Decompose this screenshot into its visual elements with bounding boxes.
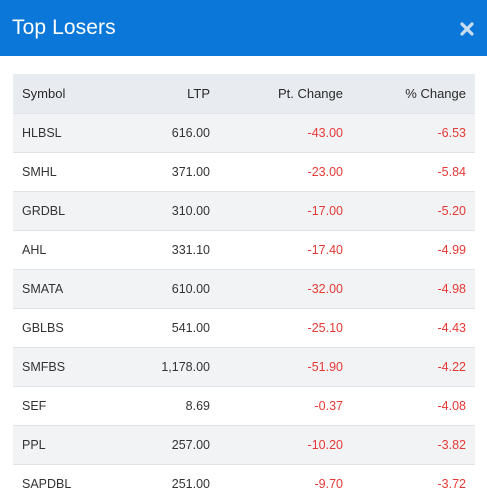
ltp-cell: 371.00 — [171, 164, 210, 179]
pt-change-cell: -23.00 — [307, 164, 343, 179]
column-header-pt-change[interactable]: Pt. Change — [277, 85, 343, 101]
close-icon — [460, 22, 474, 36]
table-row[interactable]: PPL 257.00 -10.20 -3.82 — [13, 425, 475, 464]
column-header-pct-change[interactable]: % Change — [405, 85, 466, 101]
pct-change-cell: -5.20 — [437, 203, 467, 218]
pt-change-cell: -43.00 — [307, 125, 343, 140]
pt-change-cell: -0.37 — [314, 398, 344, 413]
modal-header: Top Losers — [0, 0, 487, 56]
table-row[interactable]: AHL 331.10 -17.40 -4.99 — [13, 230, 475, 269]
symbol-cell[interactable]: SMATA — [22, 281, 64, 296]
symbol-cell[interactable]: SMHL — [22, 164, 57, 179]
close-button[interactable] — [457, 19, 477, 39]
table-row[interactable]: SEF 8.69 -0.37 -4.08 — [13, 386, 475, 425]
symbol-cell[interactable]: SAPDBL — [22, 476, 72, 491]
pct-change-cell: -4.22 — [437, 359, 467, 374]
table-row[interactable]: SMATA 610.00 -32.00 -4.98 — [13, 269, 475, 308]
ltp-cell: 616.00 — [171, 125, 210, 140]
pt-change-cell: -9.70 — [314, 476, 344, 491]
table-row[interactable]: SMFBS 1,178.00 -51.90 -4.22 — [13, 347, 475, 386]
column-header-ltp[interactable]: LTP — [187, 85, 210, 101]
pt-change-cell: -32.00 — [307, 281, 343, 296]
pct-change-cell: -4.98 — [437, 281, 467, 296]
pct-change-cell: -5.84 — [437, 164, 467, 179]
symbol-cell[interactable]: SMFBS — [22, 359, 66, 374]
ltp-cell: 1,178.00 — [161, 359, 210, 374]
ltp-cell: 331.10 — [171, 242, 210, 257]
pt-change-cell: -51.90 — [307, 359, 343, 374]
ltp-cell: 310.00 — [171, 203, 210, 218]
table-row[interactable]: SMHL 371.00 -23.00 -5.84 — [13, 152, 475, 191]
table-header-row: Symbol LTP Pt. Change % Change — [13, 74, 475, 113]
symbol-cell[interactable]: GBLBS — [22, 320, 64, 335]
pct-change-cell: -6.53 — [437, 125, 467, 140]
pt-change-cell: -17.00 — [307, 203, 343, 218]
pt-change-cell: -25.10 — [307, 320, 343, 335]
losers-table: Symbol LTP Pt. Change % Change HLBSL 616… — [13, 74, 475, 497]
symbol-cell[interactable]: PPL — [22, 437, 46, 452]
table-row[interactable]: GRDBL 310.00 -17.00 -5.20 — [13, 191, 475, 230]
table-row[interactable]: SAPDBL 251.00 -9.70 -3.72 — [13, 464, 475, 497]
table-row[interactable]: GBLBS 541.00 -25.10 -4.43 — [13, 308, 475, 347]
symbol-cell[interactable]: AHL — [22, 242, 47, 257]
ltp-cell: 610.00 — [171, 281, 210, 296]
modal-title: Top Losers — [12, 16, 116, 39]
table-body: HLBSL 616.00 -43.00 -6.53 SMHL 371.00 -2… — [13, 113, 475, 497]
ltp-cell: 541.00 — [171, 320, 210, 335]
ltp-cell: 251.00 — [171, 476, 210, 491]
column-header-symbol[interactable]: Symbol — [22, 85, 66, 101]
pct-change-cell: -4.43 — [437, 320, 467, 335]
symbol-cell[interactable]: SEF — [22, 398, 47, 413]
ltp-cell: 8.69 — [185, 398, 210, 413]
pt-change-cell: -10.20 — [307, 437, 343, 452]
ltp-cell: 257.00 — [171, 437, 210, 452]
pct-change-cell: -4.99 — [437, 242, 467, 257]
table-row[interactable]: HLBSL 616.00 -43.00 -6.53 — [13, 113, 475, 152]
losers-table-container: Symbol LTP Pt. Change % Change HLBSL 616… — [13, 74, 475, 497]
pct-change-cell: -3.72 — [437, 476, 467, 491]
symbol-cell[interactable]: GRDBL — [22, 203, 66, 218]
pct-change-cell: -3.82 — [437, 437, 467, 452]
symbol-cell[interactable]: HLBSL — [22, 125, 62, 140]
pt-change-cell: -17.40 — [307, 242, 343, 257]
pct-change-cell: -4.08 — [437, 398, 467, 413]
